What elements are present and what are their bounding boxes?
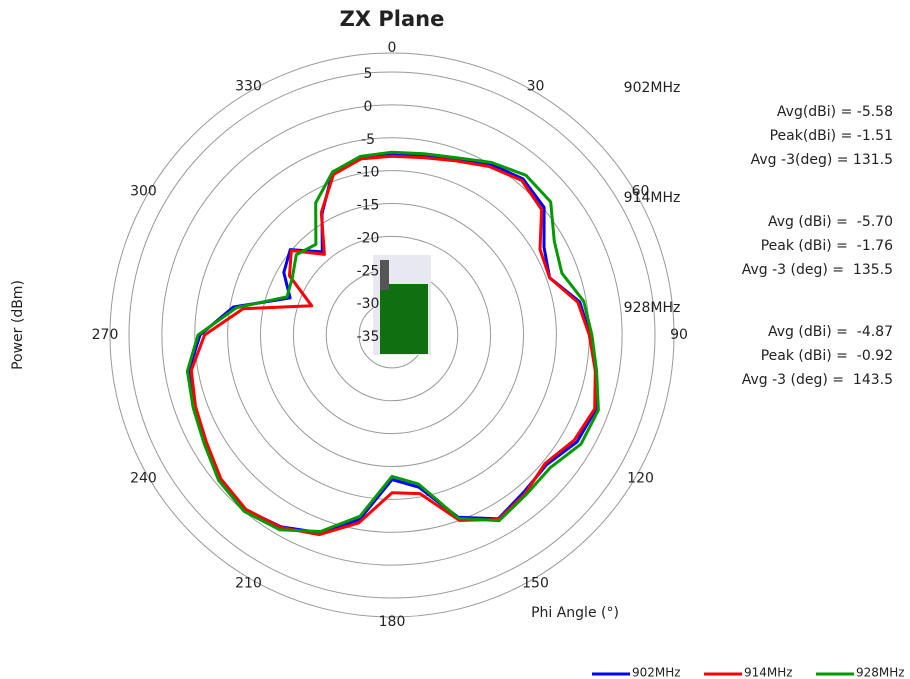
r-tick-label: -10 (357, 165, 380, 181)
angle-label: 150 (522, 576, 549, 592)
legend-label: 902MHz (632, 666, 681, 679)
annotation-line: Avg(dBi) = -5.58 (777, 104, 893, 120)
angle-label: 330 (235, 78, 262, 94)
angle-label: 210 (235, 576, 262, 592)
chart: ZX Plane Power (dBm) Phi Angle (°) -35 -3… (0, 0, 910, 679)
annotation-header: 902MHz (624, 80, 681, 96)
annotation-line: Peak (dBi) = -1.76 (761, 238, 893, 254)
r-tick-label: -35 (357, 329, 380, 345)
annotation-line: Avg -3(deg) = 131.5 (751, 152, 893, 168)
r-tick-label: 5 (364, 66, 373, 82)
r-tick-label: -5 (361, 132, 375, 148)
angle-label: 0 (388, 40, 397, 56)
annotation-header: 914MHz (624, 190, 681, 206)
x-axis-title: Phi Angle (°) (531, 605, 619, 621)
angle-label: 270 (92, 327, 119, 343)
r-tick-label: -25 (357, 263, 380, 279)
angle-label: 120 (627, 471, 654, 487)
r-tick-label: -15 (357, 198, 380, 214)
y-axis-title: Power (dBm) (10, 280, 26, 370)
angle-label: 180 (379, 614, 406, 630)
r-tick-label: -30 (357, 296, 380, 312)
annotation-line: Peak (dBi) = -0.92 (761, 348, 893, 364)
annotation-line: Peak(dBi) = -1.51 (770, 128, 893, 144)
r-tick-label: -20 (357, 230, 380, 246)
annotation-line: Avg -3 (deg) = 143.5 (742, 372, 893, 388)
r-tick-label: 0 (364, 99, 373, 115)
angle-label: 300 (130, 184, 157, 200)
chart-title: ZX Plane (340, 7, 445, 31)
annotation-line: Avg (dBi) = -4.87 (768, 324, 893, 340)
angle-label: 240 (130, 471, 157, 487)
legend-label: 914MHz (744, 666, 793, 679)
legend-label: 928MHz (856, 666, 905, 679)
annotation-line: Avg -3 (deg) = 135.5 (742, 262, 893, 278)
angle-label: 90 (670, 327, 688, 343)
annotation-line: Avg (dBi) = -5.70 (768, 214, 893, 230)
angle-label: 30 (527, 78, 545, 94)
annotation-header: 928MHz (624, 300, 681, 316)
device-icon (373, 255, 431, 355)
